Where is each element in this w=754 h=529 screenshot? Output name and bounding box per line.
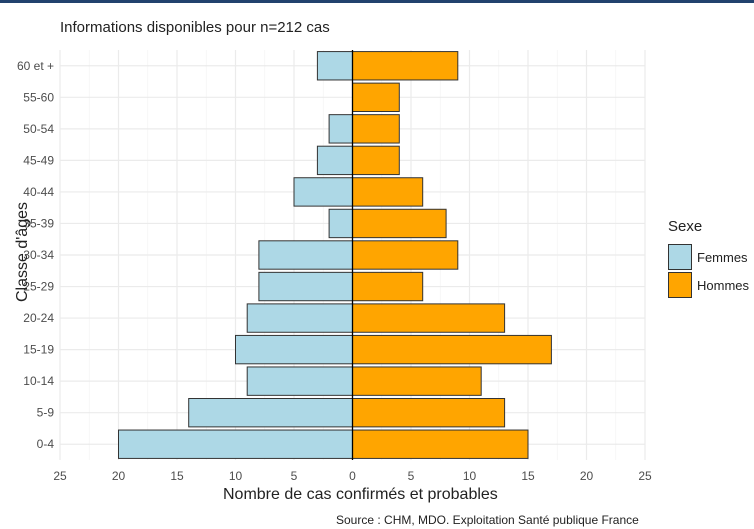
y-tick-label: 45-49 bbox=[23, 153, 54, 167]
bar-femmes-35-39 bbox=[328, 208, 354, 239]
y-tick-label: 0-4 bbox=[37, 437, 55, 451]
y-tick-label: 15-19 bbox=[23, 343, 54, 357]
y-tick-label: 10-14 bbox=[23, 374, 54, 388]
bar-femmes-10-14 bbox=[246, 366, 353, 396]
x-tick-label: 20 bbox=[580, 469, 594, 483]
bar-femmes-20-24 bbox=[246, 303, 353, 333]
bar-hommes-20-24 bbox=[352, 303, 506, 333]
bar-hommes-55-60 bbox=[352, 82, 400, 113]
top-border bbox=[0, 0, 754, 3]
bar-femmes-0-4 bbox=[118, 429, 353, 459]
bar-femmes-25-29 bbox=[258, 271, 353, 302]
source-note: Source : CHM, MDO. Exploitation Santé pu… bbox=[336, 513, 639, 527]
bar-hommes-5-9 bbox=[352, 398, 506, 428]
x-tick-label: 0 bbox=[349, 469, 356, 483]
legend-item-hommes: Hommes bbox=[668, 271, 749, 299]
bar-femmes-45-49 bbox=[316, 145, 353, 176]
x-tick-label: 5 bbox=[291, 469, 298, 483]
bar-hommes-0-4 bbox=[352, 429, 529, 459]
bar-hommes-40-44 bbox=[352, 177, 424, 207]
bar-hommes-30-34 bbox=[352, 240, 459, 270]
bar-hommes-45-49 bbox=[352, 145, 400, 176]
bar-hommes-50-54 bbox=[352, 114, 400, 144]
bar-femmes-15-19 bbox=[235, 334, 353, 365]
y-tick-label: 60 et + bbox=[17, 59, 54, 73]
bar-hommes-60 et + bbox=[352, 51, 459, 81]
bar-femmes-30-34 bbox=[258, 240, 353, 270]
bar-femmes-5-9 bbox=[188, 398, 353, 428]
y-tick-label: 40-44 bbox=[23, 185, 54, 199]
bar-hommes-15-19 bbox=[352, 334, 552, 365]
x-tick-label: 5 bbox=[408, 469, 415, 483]
x-tick-label: 25 bbox=[638, 469, 652, 483]
y-tick-label: 30-34 bbox=[23, 248, 54, 262]
bar-femmes-50-54 bbox=[328, 114, 354, 144]
legend-title: Sexe bbox=[668, 218, 703, 235]
legend-swatch-femmes bbox=[668, 244, 692, 270]
bar-femmes-40-44 bbox=[293, 177, 353, 207]
x-tick-label: 10 bbox=[463, 469, 477, 483]
y-tick-label: 35-39 bbox=[23, 216, 54, 230]
x-tick-label: 15 bbox=[170, 469, 184, 483]
x-tick-label: 10 bbox=[229, 469, 243, 483]
bar-hommes-35-39 bbox=[352, 208, 447, 239]
legend-label-hommes: Hommes bbox=[697, 277, 750, 293]
y-axis-label: Classe d'âges bbox=[14, 202, 31, 302]
bar-hommes-10-14 bbox=[352, 366, 482, 396]
legend-label-femmes: Femmes bbox=[697, 249, 748, 265]
x-axis-label: Nombre de cas confirmés et probables bbox=[223, 486, 498, 503]
x-tick-label: 25 bbox=[53, 469, 67, 483]
legend-swatch-hommes bbox=[668, 272, 692, 298]
y-tick-label: 25-29 bbox=[23, 280, 54, 294]
chart-title: Informations disponibles pour n=212 cas bbox=[60, 19, 330, 36]
y-tick-label: 5-9 bbox=[37, 406, 55, 420]
legend: Sexe Femmes Hommes bbox=[668, 218, 749, 299]
bar-hommes-25-29 bbox=[352, 271, 424, 302]
legend-item-femmes: Femmes bbox=[668, 243, 749, 271]
x-tick-label: 20 bbox=[112, 469, 126, 483]
x-tick-label: 15 bbox=[521, 469, 535, 483]
bar-femmes-60 et + bbox=[316, 51, 353, 81]
y-tick-label: 55-60 bbox=[23, 90, 54, 104]
y-tick-label: 20-24 bbox=[23, 311, 54, 325]
y-tick-label: 50-54 bbox=[23, 122, 54, 136]
